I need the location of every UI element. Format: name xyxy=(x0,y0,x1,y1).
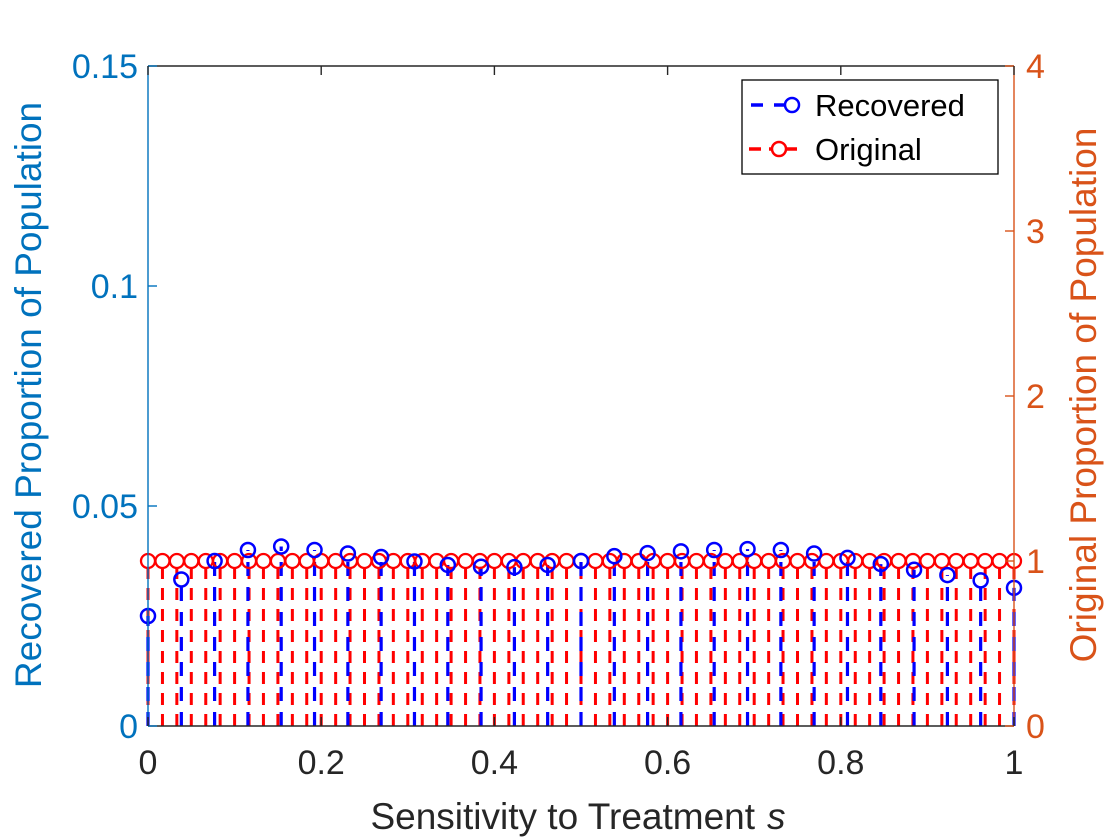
recovered-marker xyxy=(905,561,923,579)
y-tick-label-right: 2 xyxy=(1026,378,1045,416)
recovered-marker xyxy=(339,545,357,562)
y-tick-label-left: 0.05 xyxy=(72,488,138,526)
recovered-marker xyxy=(839,549,856,567)
axes-layer xyxy=(147,65,1015,727)
recovered-marker xyxy=(506,558,523,576)
x-tick-label: 1 xyxy=(1005,744,1024,782)
recovered-marker xyxy=(606,547,623,565)
y-tick-label-right: 1 xyxy=(1026,543,1045,581)
recovered-marker xyxy=(705,541,723,559)
y-tick-label-right: 4 xyxy=(1026,48,1045,86)
markers-layer xyxy=(139,538,1023,625)
recovered-marker xyxy=(173,571,190,588)
y-tick-label-left: 0.15 xyxy=(72,48,138,86)
recovered-marker xyxy=(572,552,590,570)
recovered-marker xyxy=(372,548,390,566)
stems-layer xyxy=(146,546,1016,726)
legend-entry-recovered: Recovered xyxy=(751,88,965,123)
x-tick-label: 0.4 xyxy=(471,744,518,782)
recovered-marker xyxy=(639,544,656,562)
recovered-marker xyxy=(439,556,457,574)
recovered-marker xyxy=(672,543,690,560)
legend-marker-recovered xyxy=(783,96,801,114)
legend: Recovered Original xyxy=(741,79,999,175)
recovered-marker xyxy=(739,540,756,558)
recovered-marker xyxy=(306,541,323,559)
recovered-marker xyxy=(272,538,290,555)
x-tick-label: 0.2 xyxy=(298,744,345,782)
legend-label-original: Original xyxy=(815,132,922,167)
recovered-marker xyxy=(939,566,956,584)
x-tick-label: 0.8 xyxy=(817,744,864,782)
y-tick-label-left: 0 xyxy=(119,708,138,746)
y-tick-label-right: 3 xyxy=(1026,213,1045,251)
legend-entry-original: Original xyxy=(749,132,922,167)
recovered-marker xyxy=(472,558,490,575)
y-tick-label-left: 0.1 xyxy=(91,268,138,306)
recovered-marker xyxy=(805,545,823,562)
recovered-marker xyxy=(972,572,989,589)
x-axis-label: Sensitivity to Treatment s xyxy=(370,796,785,837)
x-axis-label-text: Sensitivity to Treatment xyxy=(370,796,755,837)
x-tick-label: 0 xyxy=(139,744,158,782)
recovered-marker xyxy=(206,552,223,570)
legend-label-recovered: Recovered xyxy=(815,88,965,123)
legend-marker-original xyxy=(770,140,788,158)
x-axis-label-symbol: s xyxy=(767,796,786,837)
recovered-marker xyxy=(872,555,890,573)
x-tick-label: 0.6 xyxy=(644,744,691,782)
y-axis-label-right: Original Proportion of Population xyxy=(1063,128,1104,663)
recovered-marker xyxy=(406,553,423,570)
legend-box xyxy=(741,79,999,175)
y-axis-label-left: Recovered Proportion of Population xyxy=(8,102,49,688)
recovered-marker xyxy=(539,556,556,574)
y-tick-label-right: 0 xyxy=(1026,708,1045,746)
recovered-marker xyxy=(772,541,790,559)
recovered-marker xyxy=(239,541,257,559)
